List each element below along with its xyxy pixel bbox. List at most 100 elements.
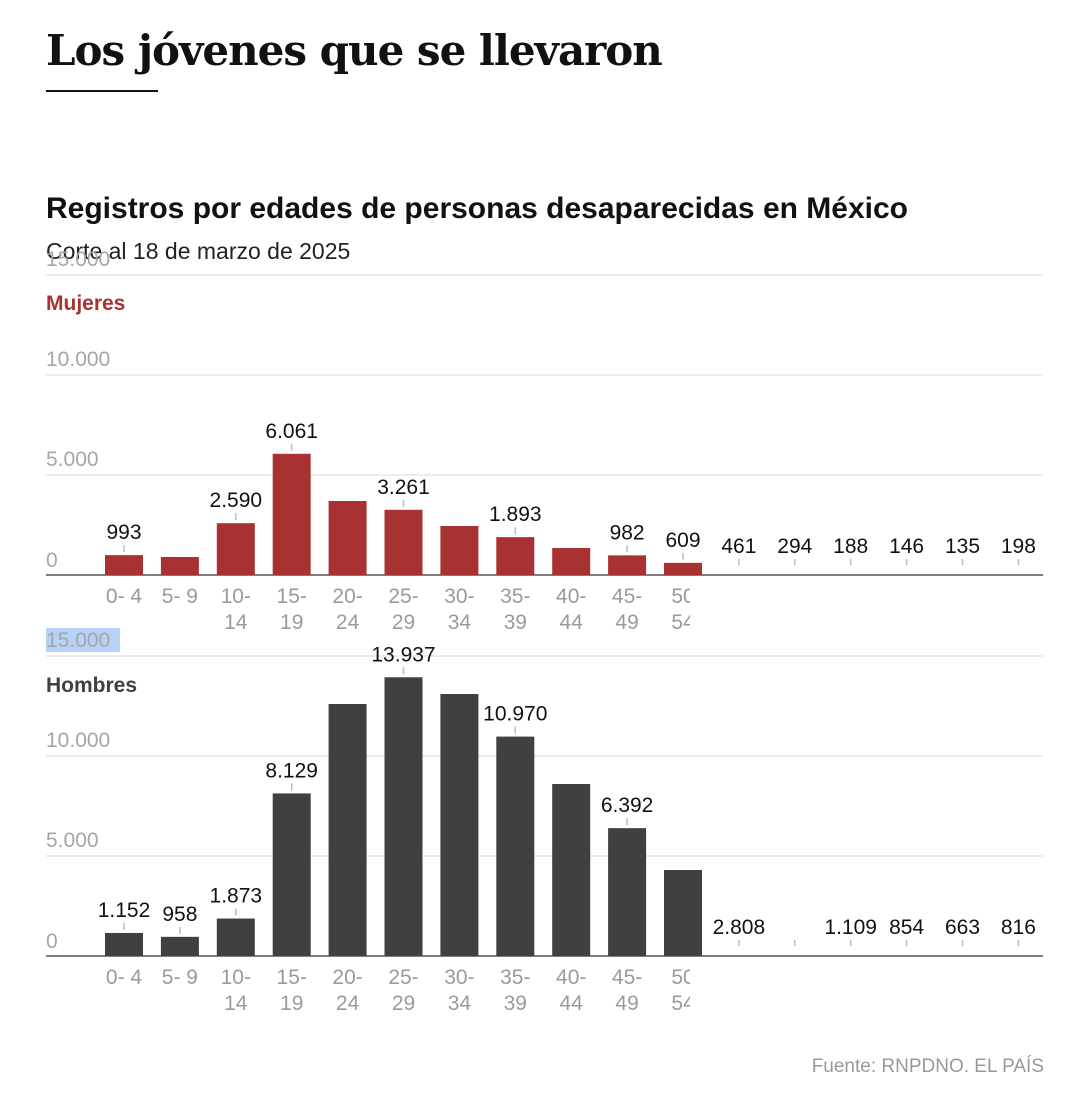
x-tick-label-mujeres: 20- bbox=[332, 585, 362, 608]
panel-label-mujeres: Mujeres bbox=[46, 292, 125, 315]
data-label-hombres: 854 bbox=[889, 916, 924, 939]
bar-hombres bbox=[272, 793, 311, 956]
data-label-mujeres: 135 bbox=[945, 535, 980, 558]
x-tick-label-hombres: 10- bbox=[221, 966, 251, 989]
bar-mujeres bbox=[328, 501, 367, 575]
headline: Los jóvenes que se llevaron bbox=[46, 26, 663, 75]
x-tick-label-mujeres: 5- 9 bbox=[162, 585, 198, 608]
x-tick-label-hombres: 35- bbox=[500, 966, 530, 989]
data-label-hombres: 2.808 bbox=[713, 916, 766, 939]
bar-mujeres bbox=[608, 555, 647, 575]
x-tick-label-mujeres: 45- bbox=[612, 585, 642, 608]
x-tick-label-hombres: 39 bbox=[504, 992, 527, 1015]
x-tick-label-mujeres: 15- bbox=[277, 585, 307, 608]
text-selection-highlight bbox=[46, 628, 120, 652]
y-tick-label-hombres: 15.000 bbox=[46, 629, 110, 652]
x-tick-label-hombres: 25- bbox=[388, 966, 418, 989]
data-label-hombres: 13.937 bbox=[371, 643, 435, 666]
source-note: Fuente: RNPDNO. EL PAÍS bbox=[811, 1056, 1044, 1077]
x-tick-label-mujeres: 54 bbox=[671, 611, 695, 634]
x-tick-label-hombres: 54 bbox=[671, 992, 695, 1015]
x-tick-label-mujeres: 35- bbox=[500, 585, 530, 608]
x-tick-label-mujeres: 49 bbox=[615, 611, 638, 634]
data-label-mujeres: 294 bbox=[777, 535, 812, 558]
data-label-mujeres: 198 bbox=[1001, 535, 1036, 558]
bar-hombres bbox=[664, 870, 702, 956]
panel-label-hombres: Hombres bbox=[46, 674, 137, 697]
y-tick-label-mujeres: 0 bbox=[46, 549, 58, 572]
chart-title: Registros por edades de personas desapar… bbox=[46, 192, 909, 225]
data-label-mujeres: 1.893 bbox=[489, 503, 542, 526]
x-tick-label-hombres: 5- 9 bbox=[162, 966, 198, 989]
data-label-hombres: 1.873 bbox=[210, 885, 263, 908]
bar-mujeres bbox=[440, 526, 479, 575]
x-tick-label-hombres: 0- 4 bbox=[106, 966, 143, 989]
bar-hombres bbox=[440, 694, 479, 956]
data-label-hombres: 6.392 bbox=[601, 794, 654, 817]
bar-mujeres bbox=[272, 453, 311, 575]
data-label-mujeres: 609 bbox=[665, 529, 700, 552]
data-label-mujeres: 188 bbox=[833, 535, 868, 558]
y-tick-label-mujeres: 15.000 bbox=[46, 248, 110, 271]
x-tick-label-mujeres: 34 bbox=[448, 611, 472, 634]
x-tick-label-mujeres: 14 bbox=[224, 611, 248, 634]
bar-mujeres bbox=[160, 557, 199, 575]
x-tick-label-mujeres: 44 bbox=[560, 611, 584, 634]
label-clip-mask-mujeres bbox=[690, 583, 730, 643]
data-label-hombres: 10.970 bbox=[483, 703, 547, 726]
bar-mujeres bbox=[216, 523, 255, 575]
bar-mujeres bbox=[384, 509, 423, 575]
x-tick-label-mujeres: 50 bbox=[671, 585, 694, 608]
data-label-hombres: 816 bbox=[1001, 916, 1036, 939]
x-tick-label-mujeres: 29 bbox=[392, 611, 415, 634]
x-tick-label-hombres: 44 bbox=[560, 992, 584, 1015]
y-tick-label-hombres: 5.000 bbox=[46, 829, 99, 852]
data-label-mujeres: 2.590 bbox=[210, 489, 263, 512]
bar-hombres bbox=[496, 736, 535, 956]
bar-mujeres bbox=[664, 562, 702, 575]
x-tick-label-mujeres: 25- bbox=[388, 585, 418, 608]
bar-hombres bbox=[608, 828, 647, 956]
x-tick-label-hombres: 40- bbox=[556, 966, 586, 989]
bar-hombres bbox=[160, 936, 199, 956]
x-tick-label-hombres: 15- bbox=[277, 966, 307, 989]
label-clip-mask-hombres bbox=[690, 964, 730, 1024]
x-tick-label-mujeres: 39 bbox=[504, 611, 527, 634]
y-tick-label-mujeres: 5.000 bbox=[46, 448, 99, 471]
bar-hombres bbox=[105, 932, 143, 956]
headline-underline bbox=[46, 90, 158, 92]
data-label-hombres: 958 bbox=[162, 903, 197, 926]
data-label-mujeres: 461 bbox=[721, 535, 756, 558]
data-label-mujeres: 6.061 bbox=[265, 420, 318, 443]
x-tick-label-mujeres: 10- bbox=[221, 585, 251, 608]
data-label-hombres: 1.152 bbox=[98, 899, 151, 922]
x-tick-label-hombres: 14 bbox=[224, 992, 248, 1015]
x-tick-label-hombres: 19 bbox=[280, 992, 303, 1015]
bar-mujeres bbox=[105, 555, 143, 575]
x-tick-label-mujeres: 0- 4 bbox=[106, 585, 143, 608]
x-tick-label-mujeres: 19 bbox=[280, 611, 303, 634]
x-tick-label-mujeres: 24 bbox=[336, 611, 360, 634]
data-label-mujeres: 3.261 bbox=[377, 476, 430, 499]
y-tick-label-mujeres: 10.000 bbox=[46, 348, 110, 371]
x-tick-label-hombres: 20- bbox=[332, 966, 362, 989]
bar-hombres bbox=[384, 677, 423, 956]
x-tick-label-mujeres: 40- bbox=[556, 585, 586, 608]
x-tick-label-mujeres: 30- bbox=[444, 585, 474, 608]
data-label-hombres: 1.109 bbox=[824, 916, 877, 939]
bar-hombres bbox=[328, 704, 367, 956]
bar-hombres bbox=[552, 784, 591, 956]
data-label-mujeres: 993 bbox=[106, 521, 141, 544]
x-tick-label-hombres: 50 bbox=[671, 966, 694, 989]
y-tick-label-hombres: 10.000 bbox=[46, 729, 110, 752]
chart-subtitle: Corte al 18 de marzo de 2025 bbox=[46, 238, 351, 264]
x-tick-label-hombres: 34 bbox=[448, 992, 472, 1015]
bar-mujeres bbox=[552, 548, 591, 575]
data-label-hombres: 8.129 bbox=[265, 759, 318, 782]
y-tick-label-hombres: 0 bbox=[46, 930, 58, 953]
x-tick-label-hombres: 24 bbox=[336, 992, 360, 1015]
bar-mujeres bbox=[496, 537, 535, 575]
data-label-mujeres: 982 bbox=[610, 521, 645, 544]
x-tick-label-hombres: 30- bbox=[444, 966, 474, 989]
